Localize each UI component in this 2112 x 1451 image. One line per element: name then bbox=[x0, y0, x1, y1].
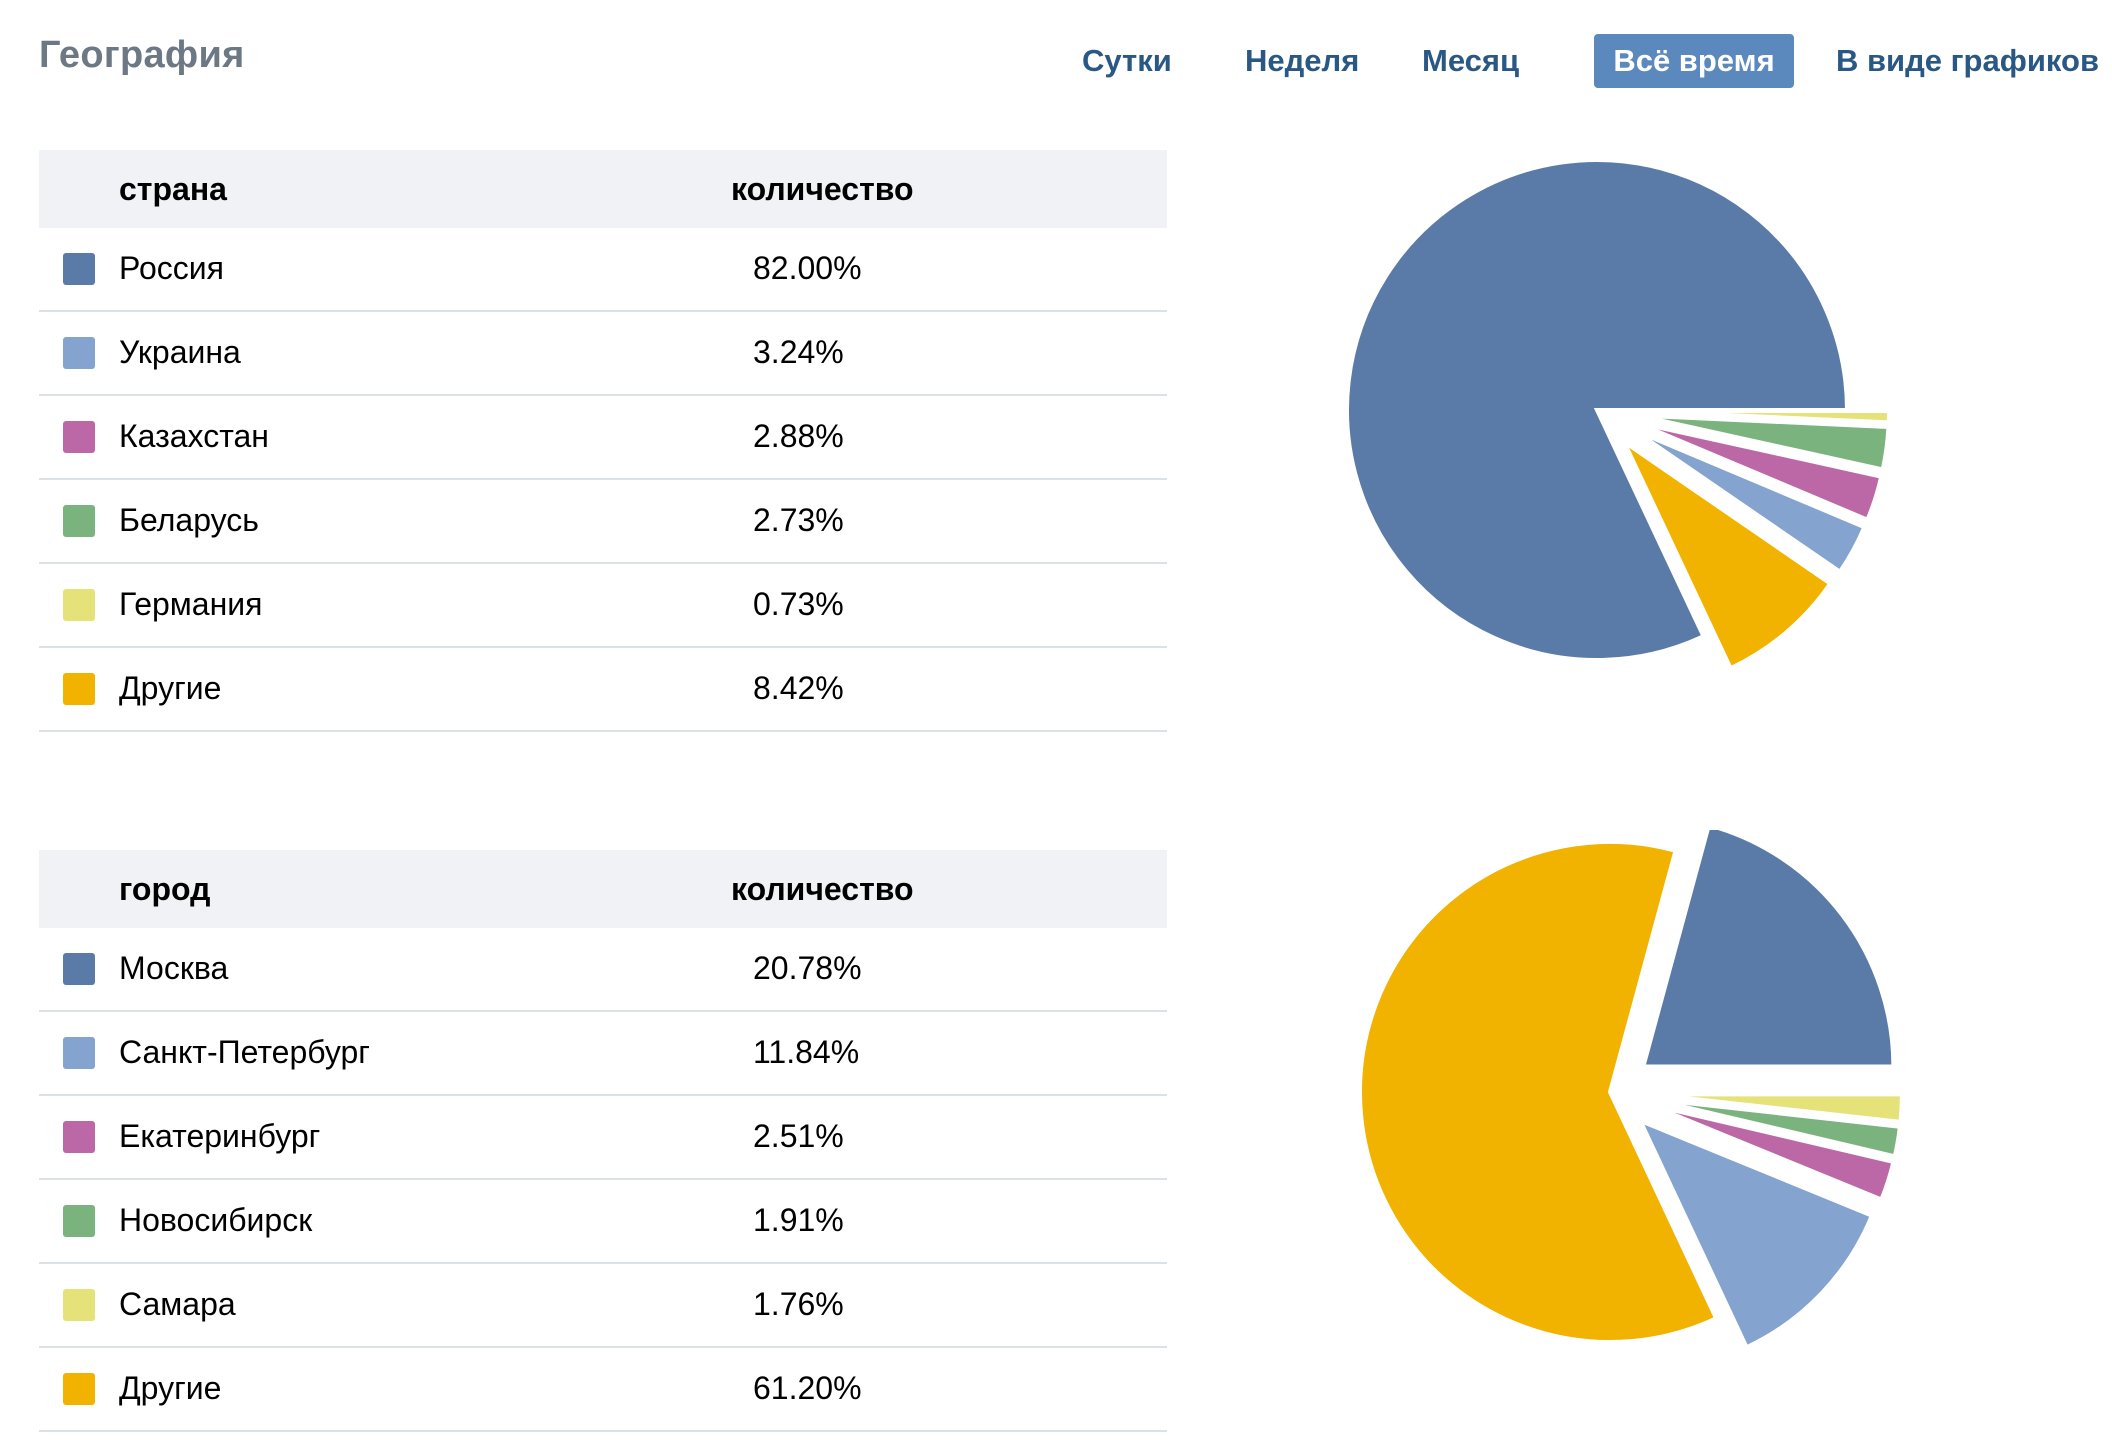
row-value: 1.76% bbox=[753, 1286, 844, 1322]
row-value: 8.42% bbox=[753, 670, 844, 706]
row-label: Новосибирск bbox=[119, 1202, 313, 1238]
legend-swatch bbox=[63, 253, 95, 285]
pie-slice-4 bbox=[1638, 413, 1891, 472]
period-tabs: Сутки Неделя Месяц Всё время В виде граф… bbox=[1082, 34, 2100, 88]
tab-day[interactable]: Сутки bbox=[1082, 43, 1172, 78]
tab-charts-view[interactable]: В виде графиков bbox=[1836, 43, 2100, 78]
table-row-country: Германия 0.73% bbox=[39, 564, 1167, 648]
row-value: 20.78% bbox=[753, 950, 862, 986]
table-row-country: Другие 8.42% bbox=[39, 648, 1167, 732]
legend-swatch bbox=[63, 505, 95, 537]
legend-swatch bbox=[63, 1289, 95, 1321]
countries-pie-chart bbox=[1345, 158, 1891, 671]
legend-swatch bbox=[63, 1121, 95, 1153]
pie-slice-5 bbox=[1638, 408, 1891, 425]
pie-slice-4 bbox=[1650, 1097, 1903, 1159]
pie-slice-1 bbox=[1345, 158, 1850, 662]
tab-month[interactable]: Месяц bbox=[1422, 43, 1520, 78]
row-label: Другие bbox=[119, 670, 222, 706]
row-value: 82.00% bbox=[753, 250, 862, 286]
column-header-count: количество bbox=[731, 871, 914, 907]
pie-slice-6 bbox=[1358, 840, 1719, 1344]
pie-slice-2 bbox=[1632, 428, 1867, 575]
pie-slice-3 bbox=[1636, 420, 1884, 523]
pie-slice-1 bbox=[1640, 830, 1896, 1069]
row-value: 3.24% bbox=[753, 334, 844, 370]
row-value: 0.73% bbox=[753, 586, 844, 622]
countries-table: страна количество Россия 82.00% Украина … bbox=[39, 150, 1167, 732]
table-header: страна количество bbox=[39, 150, 1167, 228]
row-value: 2.73% bbox=[753, 502, 844, 538]
tab-all-time[interactable]: Всё время bbox=[1594, 34, 1794, 88]
legend-swatch bbox=[63, 337, 95, 369]
row-label: Москва bbox=[119, 950, 229, 986]
table-row-city: Санкт-Петербург 11.84% bbox=[39, 1012, 1167, 1096]
table-row-country: Беларусь 2.73% bbox=[39, 480, 1167, 564]
pie-slice-6 bbox=[1619, 436, 1834, 671]
legend-swatch bbox=[63, 589, 95, 621]
row-value: 2.51% bbox=[753, 1118, 844, 1154]
table-header: город количество bbox=[39, 850, 1167, 928]
row-label: Казахстан bbox=[119, 418, 269, 454]
table-row-city: Екатеринбург 2.51% bbox=[39, 1096, 1167, 1180]
row-label: Санкт-Петербург bbox=[119, 1034, 370, 1070]
row-value: 11.84% bbox=[753, 1034, 860, 1070]
legend-swatch bbox=[63, 421, 95, 453]
legend-swatch bbox=[63, 1037, 95, 1069]
row-value: 2.88% bbox=[753, 418, 844, 454]
table-row-country: Казахстан 2.88% bbox=[39, 396, 1167, 480]
pie-slice-2 bbox=[1636, 1117, 1875, 1350]
column-header-city: город bbox=[119, 871, 211, 907]
cities-pie-chart bbox=[1358, 830, 1904, 1350]
legend-swatch bbox=[63, 1373, 95, 1405]
pie-slice-5 bbox=[1651, 1092, 1904, 1125]
table-row-city: Москва 20.78% bbox=[39, 928, 1167, 1012]
column-header-country: страна bbox=[119, 171, 227, 207]
row-value: 1.91% bbox=[753, 1202, 844, 1238]
row-label: Украина bbox=[119, 334, 241, 370]
column-header-count: количество bbox=[731, 171, 914, 207]
row-label: Другие bbox=[119, 1370, 222, 1406]
row-label: Беларусь bbox=[119, 502, 259, 538]
row-value: 61.20% bbox=[753, 1370, 862, 1406]
row-label: Россия bbox=[119, 250, 224, 286]
cities-table: город количество Москва 20.78% Санкт-Пет… bbox=[39, 850, 1167, 1432]
table-row-city: Новосибирск 1.91% bbox=[39, 1180, 1167, 1264]
tab-week[interactable]: Неделя bbox=[1245, 43, 1360, 78]
table-row-country: Россия 82.00% bbox=[39, 228, 1167, 312]
pie-slice-3 bbox=[1649, 1102, 1896, 1203]
row-label: Германия bbox=[119, 586, 263, 622]
table-row-country: Украина 3.24% bbox=[39, 312, 1167, 396]
page-title: География bbox=[39, 34, 245, 76]
legend-swatch bbox=[63, 1205, 95, 1237]
row-label: Екатеринбург bbox=[119, 1118, 321, 1154]
table-row-city: Самара 1.76% bbox=[39, 1264, 1167, 1348]
table-row-city: Другие 61.20% bbox=[39, 1348, 1167, 1432]
legend-swatch bbox=[63, 673, 95, 705]
legend-swatch bbox=[63, 953, 95, 985]
row-label: Самара bbox=[119, 1286, 236, 1322]
